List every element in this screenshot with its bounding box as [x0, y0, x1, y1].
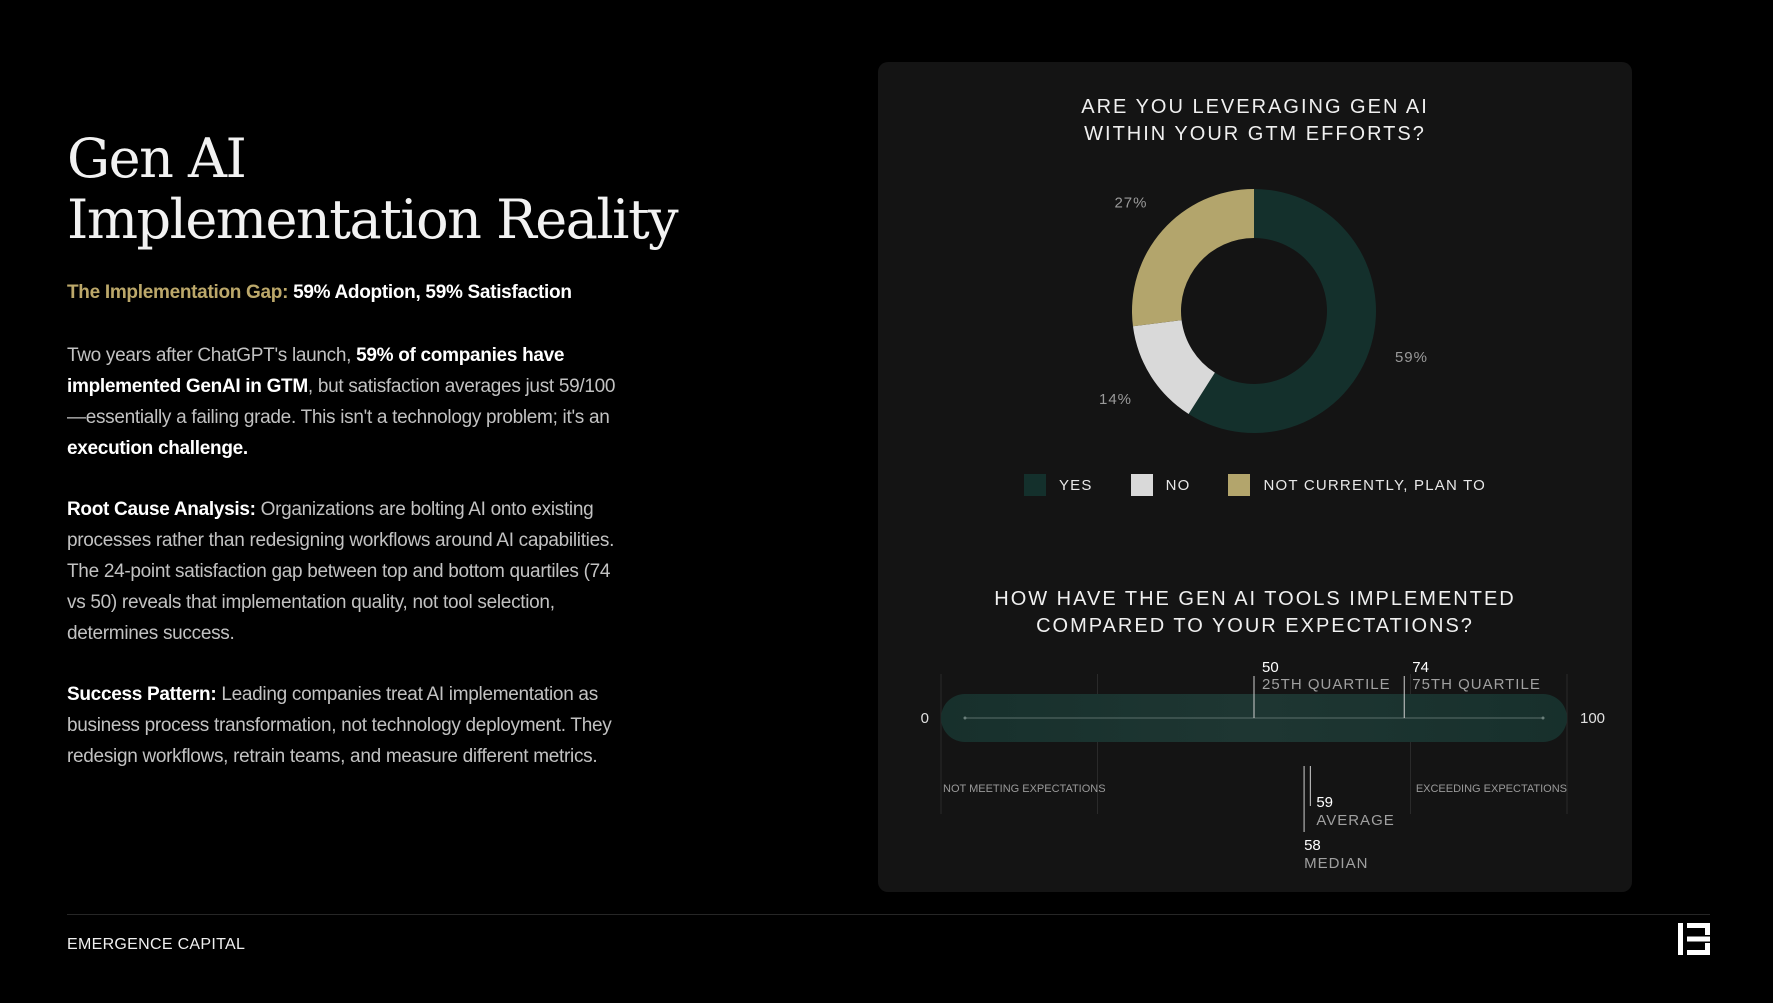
expectations-title-line-2: COMPARED TO YOUR EXPECTATIONS?: [1036, 615, 1474, 637]
zone-label-not-meeting: NOT MEETING EXPECTATIONS: [943, 783, 1106, 795]
page-title: Gen AI Implementation Reality: [67, 127, 679, 251]
intro-text-1: Two years after ChatGPT's launch,: [67, 345, 357, 366]
intro-text-2: , but satisfaction averages just 59/100—…: [67, 376, 616, 428]
subhead-text: 59% Adoption, 59% Satisfaction: [293, 282, 572, 303]
donut-title-line-1: ARE YOU LEVERAGING GEN AI: [1081, 96, 1429, 118]
scale-label-max: 100: [1580, 710, 1605, 727]
root-cause-label: Root Cause Analysis:: [67, 499, 256, 520]
scale-label-min: 0: [921, 710, 929, 727]
marker-value-average: 59: [1316, 794, 1333, 811]
legend-label-yes: YES: [1058, 476, 1093, 494]
marker-label-25th-quartile: 25TH QUARTILE: [1262, 676, 1391, 693]
donut-label-no: 14%: [1099, 391, 1132, 408]
success-pattern-paragraph: Success Pattern: Leading companies treat…: [67, 679, 627, 772]
legend-label-plan: NOT CURRENTLY, PLAN TO: [1263, 476, 1487, 494]
chart-panel: ARE YOU LEVERAGING GEN AI WITHIN YOUR GT…: [878, 62, 1632, 892]
marker-value-75th-quartile: 74: [1412, 659, 1429, 676]
implementation-gap-subhead: The Implementation Gap: 59% Adoption, 59…: [67, 282, 572, 304]
expectations-title-line-1: HOW HAVE THE GEN AI TOOLS IMPLEMENTED: [994, 588, 1516, 610]
marker-label-median: MEDIAN: [1304, 855, 1368, 872]
emergence-logo-icon: [1678, 923, 1710, 955]
donut-chart-title: ARE YOU LEVERAGING GEN AI WITHIN YOUR GT…: [878, 94, 1632, 148]
footer-brand: EMERGENCE CAPITAL: [67, 936, 246, 953]
donut-slice-no: [1132, 320, 1215, 415]
legend-item-no: NO: [1130, 474, 1191, 496]
footer-divider: [67, 914, 1710, 915]
marker-value-median: 58: [1304, 837, 1321, 854]
marker-value-25th-quartile: 50: [1262, 659, 1279, 676]
donut-label-plan: 27%: [1114, 195, 1147, 212]
spectrum-axis-start: [963, 716, 967, 720]
donut-slice-plan: [1132, 189, 1254, 327]
title-line-1: Gen AI: [67, 127, 247, 190]
donut-title-line-2: WITHIN YOUR GTM EFFORTS?: [1084, 123, 1426, 145]
intro-bold-2: execution challenge.: [67, 438, 248, 459]
title-line-2: Implementation Reality: [67, 188, 679, 251]
donut-label-yes: 59%: [1395, 349, 1428, 366]
legend-swatch-no: [1130, 474, 1153, 496]
success-pattern-text: Leading companies treat AI implementatio…: [67, 684, 612, 767]
legend-swatch-yes: [1023, 474, 1046, 496]
success-pattern-label: Success Pattern:: [67, 684, 217, 705]
spectrum-axis-end: [1541, 716, 1545, 720]
subhead-label: The Implementation Gap:: [67, 282, 289, 303]
marker-label-average: AVERAGE: [1316, 812, 1394, 829]
legend-label-no: NO: [1165, 476, 1191, 494]
zone-label-exceeding: EXCEEDING EXPECTATIONS: [1416, 783, 1567, 795]
donut-chart: 59% 14% 27%: [1099, 189, 1428, 433]
expectations-spectrum-chart: 0 100 NOT MEETING EXPECTATIONS EXCEEDING EX…: [921, 659, 1605, 872]
marker-label-75th-quartile: 75TH QUARTILE: [1412, 676, 1541, 693]
intro-paragraph: Two years after ChatGPT's launch, 59% of…: [67, 340, 627, 464]
legend-item-yes: YES: [1023, 474, 1093, 496]
intro-bold-1: 59% of companies have implemented GenAI …: [67, 345, 565, 397]
root-cause-paragraph: Root Cause Analysis: Organizations are b…: [67, 494, 627, 649]
legend-item-plan: NOT CURRENTLY, PLAN TO: [1228, 474, 1486, 496]
donut-legend: YES NO NOT CURRENTLY, PLAN TO: [878, 474, 1632, 496]
donut-slice-yes: [1188, 189, 1376, 433]
root-cause-text: Organizations are bolting AI onto existi…: [67, 499, 615, 644]
legend-swatch-plan: [1228, 474, 1251, 496]
expectations-chart-title: HOW HAVE THE GEN AI TOOLS IMPLEMENTED CO…: [878, 586, 1632, 640]
